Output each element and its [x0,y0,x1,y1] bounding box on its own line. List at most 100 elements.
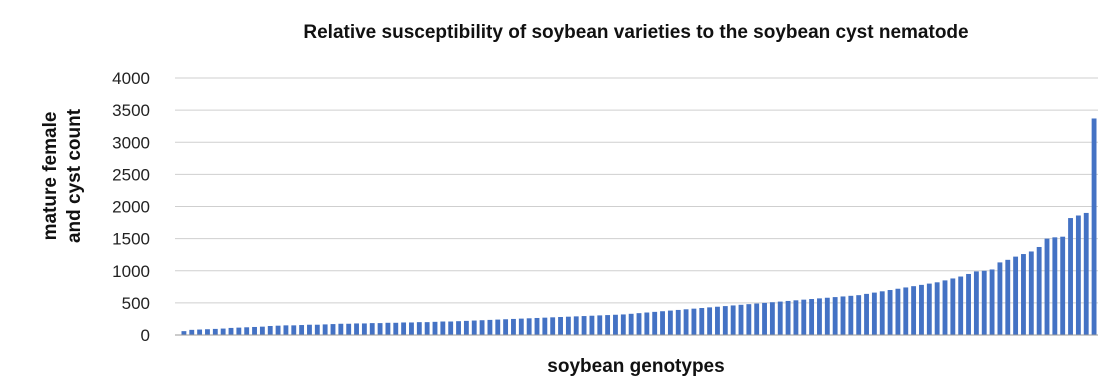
bar [244,327,250,335]
bar [471,320,477,335]
bar [840,296,846,335]
bar [1028,251,1034,335]
bar [738,304,744,335]
bar [369,323,375,335]
bar [754,303,760,335]
bar [597,315,603,335]
bar [981,270,987,335]
x-axis-title: soybean genotypes [547,356,724,377]
y-axis-tick-labels: 0 500 1000 1500 2000 2500 3000 3500 4000 [112,69,150,345]
y-tick-label: 2000 [112,198,150,217]
bar [699,308,705,335]
bar [1036,246,1042,335]
bar [660,311,665,335]
bar [817,298,822,335]
bar [605,315,611,335]
bar [291,325,297,335]
bar [879,291,885,335]
bar [644,312,650,335]
bar [903,287,909,335]
bar [722,306,728,335]
bar [252,326,257,335]
bar [401,322,407,335]
bar [307,324,312,335]
bar [1083,212,1089,335]
bar [354,323,359,335]
bar [730,305,736,335]
bar [283,325,289,335]
bar [409,322,414,335]
bar [456,321,461,335]
bar [1060,236,1066,335]
bar [620,314,626,335]
bar [793,300,799,335]
bar [275,325,281,335]
bar [1068,218,1073,335]
bar [950,278,956,335]
bar [377,323,383,335]
bar [832,297,838,335]
y-axis-title-line-1: mature female [40,112,61,241]
bar [487,319,493,335]
bar [440,321,446,335]
bar [212,328,218,335]
y-tick-label: 1500 [112,230,150,249]
bar [997,262,1003,335]
bar [299,325,305,335]
y-tick-label: 1000 [112,262,150,281]
bar [864,293,869,335]
bar [1013,256,1019,335]
bar [189,329,195,335]
bar [801,299,807,335]
bar [919,284,924,335]
bar [989,269,995,335]
bar [424,322,430,335]
y-tick-label: 3500 [112,101,150,120]
bar [511,318,516,335]
bars [181,118,1097,336]
bar [573,316,579,335]
bar [267,326,273,335]
bar [911,286,917,335]
bar [330,324,336,335]
bar [895,288,901,335]
y-axis-title-line-2: and cyst count [64,108,85,243]
bar [1005,259,1011,335]
bar [534,317,540,335]
bar [934,282,940,335]
bar [715,306,720,335]
bar [613,314,618,335]
bar [785,300,791,335]
bar [416,322,422,335]
bar [205,329,210,335]
bar [856,295,862,335]
bar [503,319,509,335]
bar [259,326,265,335]
bar [346,323,352,335]
bar [581,316,587,335]
bar [550,317,556,335]
bar [338,323,344,335]
bar [1021,254,1026,335]
bar [769,302,775,335]
bar [1075,215,1081,335]
bar [542,317,548,335]
bar [322,324,328,335]
y-tick-label: 0 [141,326,150,345]
bar [746,304,752,335]
bar [958,276,964,335]
bar [495,319,501,335]
bar [1091,118,1097,335]
bar [526,318,532,335]
bar [628,313,634,335]
chart-title: Relative susceptibility of soybean varie… [303,22,968,43]
bar [479,320,485,335]
bar [942,280,948,335]
bar [824,297,830,335]
y-tick-label: 500 [122,294,150,313]
y-tick-label: 3000 [112,133,150,152]
bar [777,301,783,335]
bar [220,328,226,335]
bar [973,271,979,335]
